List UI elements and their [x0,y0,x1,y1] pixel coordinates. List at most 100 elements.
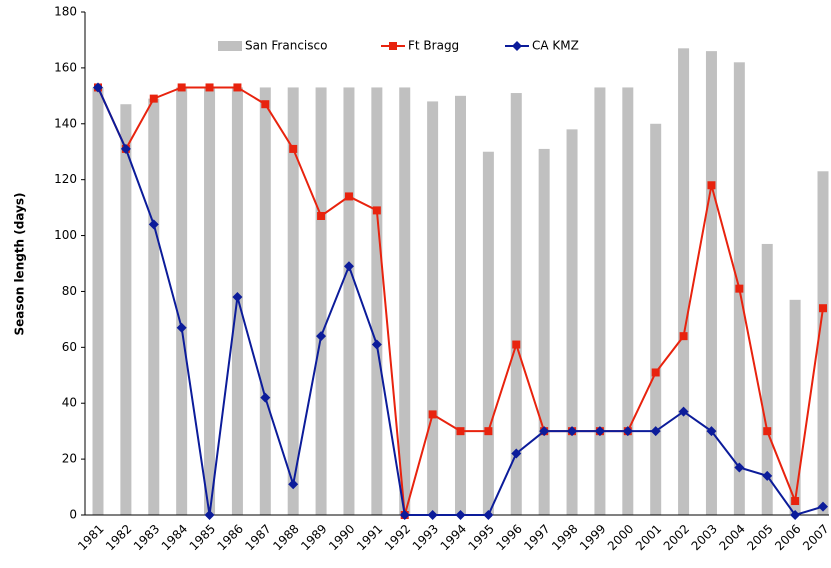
marker [260,392,271,403]
legend-swatch [218,41,242,51]
marker [176,322,187,333]
marker [177,83,186,92]
x-tick-label: 1984 [159,522,190,553]
bar [678,48,690,515]
x-tick-label: 2005 [744,522,775,553]
marker [678,406,689,417]
marker [651,368,660,377]
legend-marker [512,41,522,51]
x-tick-label: 1983 [131,522,162,553]
marker [317,211,326,220]
bar [622,87,634,515]
bar [566,129,578,515]
bar [594,87,606,515]
bar [259,87,271,515]
marker [567,426,578,437]
x-tick-label: 1991 [354,522,385,553]
legend-label: CA KMZ [532,39,579,53]
bar [176,87,188,515]
x-tick-label: 1986 [215,522,246,553]
bar [92,87,104,515]
legend-marker [389,42,397,50]
marker [288,479,299,490]
x-tick-label: 1982 [103,522,134,553]
x-tick-label: 1990 [326,522,357,553]
bar [538,148,550,515]
bar [705,51,717,515]
y-tick-label: 140 [54,116,77,130]
marker [344,192,353,201]
legend-label: Ft Bragg [408,39,459,53]
x-tick-label: 2000 [605,522,636,553]
marker [316,331,327,342]
bar [817,171,829,516]
bar [371,87,383,515]
bar [455,95,466,515]
marker [735,284,744,293]
x-tick-label: 1985 [187,522,218,553]
marker [149,94,158,103]
marker [372,206,381,215]
marker [511,448,522,459]
y-tick-label: 40 [62,396,77,410]
y-tick-label: 80 [62,284,77,298]
marker [707,181,716,190]
marker [261,100,270,109]
bar [287,87,299,515]
x-tick-label: 1981 [75,522,106,553]
x-tick-label: 2003 [689,522,720,553]
marker [343,261,354,272]
marker [148,219,159,230]
marker [679,332,688,341]
x-tick-label: 1989 [298,522,329,553]
x-tick-label: 2004 [716,522,747,553]
marker [734,462,745,473]
marker [762,470,773,481]
marker [93,82,103,93]
x-tick-label: 1992 [382,522,413,553]
x-tick-label: 2002 [661,522,692,553]
marker [706,426,717,437]
x-tick-label: 1993 [410,522,441,553]
marker [594,426,605,437]
x-tick-label: 1994 [438,522,469,553]
marker [289,144,298,153]
marker [622,426,633,437]
marker [233,83,242,92]
bar [761,243,773,515]
y-axis-label: Season length (days) [13,192,27,335]
x-tick-label: 1988 [270,522,301,553]
marker [650,426,661,437]
marker [483,510,494,520]
x-tick-label: 2007 [800,522,831,553]
marker [456,427,465,436]
y-tick-label: 0 [69,508,77,522]
x-tick-label: 1997 [521,522,552,553]
y-tick-label: 180 [54,5,77,19]
marker [484,427,493,436]
marker [512,340,521,349]
bar [399,87,411,515]
marker [455,510,466,520]
bar [482,151,494,515]
y-tick-label: 60 [62,340,77,354]
marker [819,304,827,313]
x-tick-label: 1995 [465,522,496,553]
marker [120,143,131,154]
y-tick-label: 120 [54,172,77,186]
bar [204,87,216,515]
marker [428,410,437,419]
marker [791,497,800,506]
marker [790,510,801,520]
y-tick-label: 20 [62,452,77,466]
bar [650,123,662,516]
legend-label: San Francisco [245,39,327,53]
bar [315,87,327,515]
marker [232,292,243,303]
x-tick-label: 1996 [493,522,524,553]
marker [204,510,215,520]
bar [510,93,522,516]
marker [371,339,382,350]
marker [539,426,550,437]
